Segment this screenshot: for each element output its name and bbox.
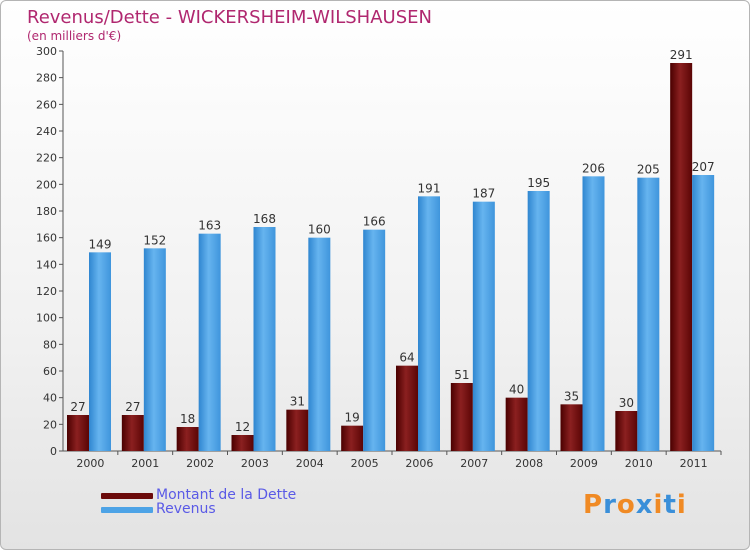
y-tick-label: 160 (36, 232, 57, 245)
bar-revenus (472, 201, 495, 451)
logo-letter: x (635, 490, 654, 520)
bars (67, 63, 715, 452)
data-label-debt: 291 (670, 48, 693, 62)
x-tick-label: 2004 (296, 457, 324, 470)
data-label-debt: 64 (399, 351, 414, 365)
bar-debt (615, 411, 638, 451)
data-label-debt: 30 (619, 396, 634, 410)
x-tick-label: 2010 (625, 457, 653, 470)
x-tick-label: 2006 (405, 457, 433, 470)
data-label-revenus: 187 (472, 187, 495, 201)
legend-swatch-debt (101, 493, 153, 499)
y-tick-label: 260 (36, 98, 57, 111)
y-tick-label: 60 (43, 365, 57, 378)
logo-letter: o (616, 490, 636, 520)
data-label-revenus: 205 (637, 163, 660, 177)
y-tick-label: 280 (36, 72, 57, 85)
data-label-debt: 27 (70, 400, 85, 414)
proxiti-logo: Proxiti (583, 490, 687, 520)
logo-letter: t (663, 490, 677, 520)
bar-debt (286, 409, 309, 451)
data-label-revenus: 206 (582, 161, 605, 175)
bar-revenus (582, 176, 605, 452)
bar-revenus (637, 177, 660, 451)
x-tick-label: 2009 (570, 457, 598, 470)
logo-letter: P (583, 490, 604, 520)
x-tick-label: 2001 (131, 457, 159, 470)
x-tick-label: 2000 (76, 457, 104, 470)
bar-revenus (363, 229, 386, 451)
legend-label-revenus: Revenus (156, 501, 216, 517)
data-label-debt: 51 (454, 368, 469, 382)
y-tick-label: 80 (43, 338, 57, 351)
data-label-debt: 40 (509, 383, 524, 397)
y-tick-label: 100 (36, 312, 57, 325)
data-label-revenus: 191 (418, 181, 441, 195)
data-label-revenus: 168 (253, 212, 276, 226)
legend-label-debt: Montant de la Dette (156, 487, 297, 503)
bar-debt (505, 397, 528, 451)
bar-debt (121, 415, 144, 451)
bar-revenus (198, 233, 221, 451)
data-label-revenus: 163 (198, 219, 221, 233)
y-tick-label: 0 (50, 445, 57, 458)
bar-debt (176, 427, 199, 451)
logo-letter: i (676, 490, 687, 520)
bar-revenus (89, 252, 111, 451)
data-label-revenus: 149 (89, 237, 112, 251)
chart-subtitle: (en milliers d'€) (27, 29, 122, 43)
bar-debt (341, 425, 364, 451)
bar-revenus (527, 191, 550, 451)
data-label-revenus: 166 (363, 215, 386, 229)
x-tick-label: 2008 (515, 457, 543, 470)
logo-letter: r (603, 490, 617, 520)
axes: 0 20 40 60 80 100 120 140 160 180 200 220 240 260 280 3… (36, 45, 722, 470)
data-label-revenus: 195 (527, 176, 550, 190)
y-tick-label: 200 (36, 178, 57, 191)
bar-debt (450, 383, 473, 451)
bar-debt (670, 63, 693, 451)
bar-revenus (308, 237, 331, 451)
bar-revenus (418, 196, 440, 451)
data-label-debt: 19 (345, 411, 360, 425)
x-tick-label: 2011 (680, 457, 708, 470)
bar-debt (67, 415, 89, 451)
chart-title: Revenus/Dette - WICKERSHEIM-WILSHAUSEN (27, 7, 432, 28)
bar-debt (396, 365, 418, 451)
y-tick-label: 20 (43, 418, 57, 431)
y-tick-label: 180 (36, 205, 57, 218)
y-tick-label: 300 (36, 45, 57, 58)
bar-revenus (143, 248, 166, 451)
data-label-debt: 27 (125, 400, 140, 414)
bar-revenus (692, 175, 715, 451)
y-tick-label: 140 (36, 258, 57, 271)
data-label-debt: 18 (180, 412, 195, 426)
data-labels: 27 149 27 152 18 163 12 168 31 160 19 166 64 191 51 187… (70, 48, 714, 434)
legend-swatch-revenus (101, 507, 153, 513)
data-label-debt: 31 (290, 395, 305, 409)
logo-letter: i (653, 490, 664, 520)
data-label-revenus: 160 (308, 223, 331, 237)
data-label-revenus: 207 (692, 160, 715, 174)
bar-debt (231, 435, 254, 451)
x-tick-label: 2003 (241, 457, 269, 470)
x-tick-label: 2002 (186, 457, 214, 470)
bar-revenus (253, 227, 276, 451)
x-tick-label: 2005 (351, 457, 379, 470)
y-tick-label: 240 (36, 125, 57, 138)
x-tick-label: 2007 (460, 457, 488, 470)
y-tick-label: 120 (36, 285, 57, 298)
y-tick-label: 220 (36, 152, 57, 165)
data-label-debt: 12 (235, 420, 250, 434)
bar-debt (560, 404, 583, 451)
data-label-revenus: 152 (143, 233, 166, 247)
data-label-debt: 35 (564, 389, 579, 403)
y-tick-label: 40 (43, 392, 57, 405)
